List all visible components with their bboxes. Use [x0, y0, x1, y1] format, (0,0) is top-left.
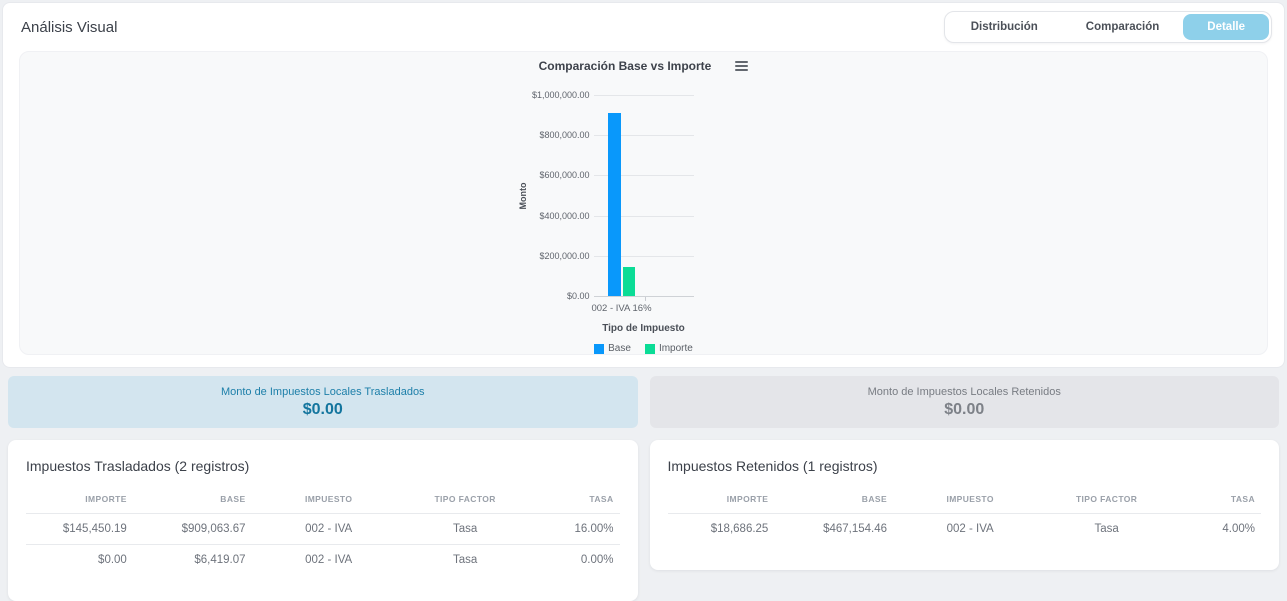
table-row: $145,450.19$909,063.67002 - IVATasa16.00… [26, 514, 620, 545]
y-axis-label: Monto [518, 166, 528, 226]
legend-item-base[interactable]: Base [594, 343, 631, 354]
y-tick-label: $1,000,000.00 [532, 90, 590, 100]
table-header-row: IMPORTEBASEIMPUESTOTIPO FACTORTASA [668, 486, 1262, 514]
table-cell: 002 - IVA [893, 514, 1047, 545]
legend-label: Base [608, 343, 631, 354]
gridline [594, 296, 694, 297]
page-title: Análisis Visual [21, 19, 117, 36]
table-cell: Tasa [1047, 514, 1166, 545]
table-cell: 4.00% [1166, 514, 1261, 545]
x-tick-label: 002 - IVA 16% [591, 303, 651, 314]
table-retenidos: IMPORTEBASEIMPUESTOTIPO FACTORTASA$18,68… [668, 486, 1262, 544]
legend-label: Importe [659, 343, 693, 354]
table-cell: $18,686.25 [668, 514, 775, 545]
stat-label: Monto de Impuestos Locales Trasladados [221, 386, 425, 398]
column-header: TASA [525, 486, 620, 514]
table-cell: $467,154.46 [774, 514, 893, 545]
column-header: TASA [1166, 486, 1261, 514]
table-cell: 16.00% [525, 514, 620, 545]
stat-value: $0.00 [944, 401, 984, 419]
table-cell: $909,063.67 [133, 514, 252, 545]
column-header: TIPO FACTOR [406, 486, 525, 514]
column-header: IMPORTE [668, 486, 775, 514]
table-cell: $145,450.19 [26, 514, 133, 545]
chart-panel: Comparación Base vs Importe Monto $0.00$… [19, 51, 1268, 355]
stat-cards-row: Monto de Impuestos Locales Trasladados $… [8, 376, 1279, 428]
table-title: Impuestos Retenidos (1 registros) [668, 458, 1262, 474]
gridline [594, 95, 694, 96]
table-cell: Tasa [406, 545, 525, 576]
stat-label: Monto de Impuestos Locales Retenidos [868, 386, 1061, 398]
stat-card-trasladados: Monto de Impuestos Locales Trasladados $… [8, 376, 638, 428]
hamburger-icon[interactable] [735, 61, 748, 71]
view-tab-group: Distribución Comparación Detalle [944, 11, 1272, 43]
tab-detalle[interactable]: Detalle [1183, 14, 1269, 40]
column-header: BASE [133, 486, 252, 514]
table-header-row: IMPORTEBASEIMPUESTOTIPO FACTORTASA [26, 486, 620, 514]
tables-row: Impuestos Trasladados (2 registros) IMPO… [8, 440, 1279, 601]
y-tick-label: $800,000.00 [539, 130, 589, 140]
tab-distribucion[interactable]: Distribución [947, 14, 1062, 40]
table-row: $0.00$6,419.07002 - IVATasa0.00% [26, 545, 620, 576]
table-trasladados: IMPORTEBASEIMPUESTOTIPO FACTORTASA$145,4… [26, 486, 620, 575]
stat-value: $0.00 [303, 401, 343, 419]
bar-base [608, 113, 621, 296]
column-header: IMPUESTO [893, 486, 1047, 514]
chart-plot: Monto $0.00$200,000.00$400,000.00$600,00… [594, 96, 694, 298]
y-tick-label: $200,000.00 [539, 251, 589, 261]
table-card-retenidos: Impuestos Retenidos (1 registros) IMPORT… [650, 440, 1280, 570]
chart-title: Comparación Base vs Importe [539, 59, 712, 73]
tab-comparacion[interactable]: Comparación [1062, 14, 1184, 40]
column-header: BASE [774, 486, 893, 514]
legend-swatch-icon [594, 344, 604, 354]
y-tick-label: $0.00 [567, 291, 590, 301]
column-header: IMPORTE [26, 486, 133, 514]
legend-swatch-icon [645, 344, 655, 354]
card-header: Análisis Visual Distribución Comparación… [3, 3, 1284, 51]
table-cell: 002 - IVA [252, 545, 406, 576]
table-cell: $0.00 [26, 545, 133, 576]
x-axis-label: Tipo de Impuesto [602, 323, 685, 334]
legend-item-importe[interactable]: Importe [645, 343, 693, 354]
table-title: Impuestos Trasladados (2 registros) [26, 458, 620, 474]
table-cell: $6,419.07 [133, 545, 252, 576]
y-tick-label: $400,000.00 [539, 211, 589, 221]
table-cell: 002 - IVA [252, 514, 406, 545]
column-header: IMPUESTO [252, 486, 406, 514]
y-tick-label: $600,000.00 [539, 170, 589, 180]
table-cell: 0.00% [525, 545, 620, 576]
table-card-trasladados: Impuestos Trasladados (2 registros) IMPO… [8, 440, 638, 601]
column-header: TIPO FACTOR [1047, 486, 1166, 514]
chart-legend: Base Importe [594, 343, 693, 354]
x-axis-tick-mark [645, 297, 646, 301]
analysis-visual-card: Análisis Visual Distribución Comparación… [2, 2, 1285, 368]
stat-card-retenidos: Monto de Impuestos Locales Retenidos $0.… [650, 376, 1280, 428]
bar-importe [623, 267, 635, 296]
table-cell: Tasa [406, 514, 525, 545]
table-row: $18,686.25$467,154.46002 - IVATasa4.00% [668, 514, 1262, 545]
